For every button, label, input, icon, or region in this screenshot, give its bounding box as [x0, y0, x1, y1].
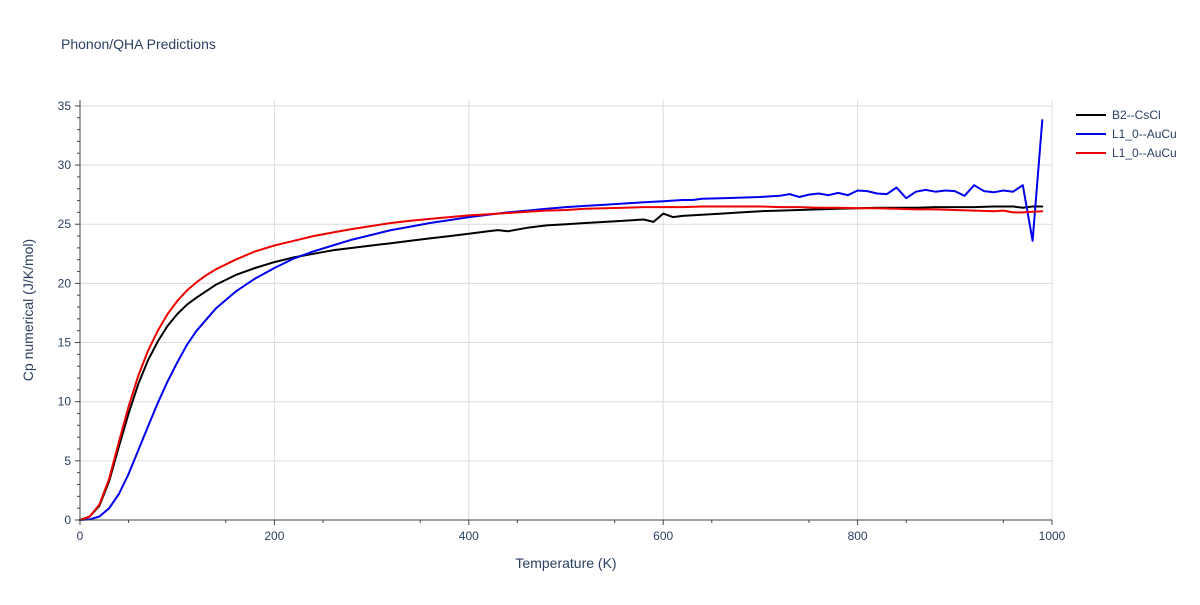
- axis-layer: 0 200 400 600 800 1000 0 5 10 15 20 25 30 35: [58, 99, 1066, 543]
- legend[interactable]: B2--CsCl L1_0--AuCu L1_0--AuCu: [1076, 108, 1177, 160]
- legend-label: L1_0--AuCu: [1112, 127, 1177, 141]
- series-line-1[interactable]: [79, 119, 1044, 521]
- y-tick-label: 5: [64, 454, 71, 468]
- legend-label: B2--CsCl: [1112, 108, 1161, 122]
- x-tick-label: 1000: [1039, 529, 1066, 543]
- grid-layer: [80, 100, 1053, 520]
- series-layer: [79, 119, 1044, 521]
- y-tick-label: 30: [58, 158, 72, 172]
- x-tick-label: 800: [848, 529, 868, 543]
- y-tick-label: 15: [58, 336, 72, 350]
- legend-item-2[interactable]: L1_0--AuCu: [1076, 146, 1177, 160]
- y-tick-label: 10: [58, 395, 72, 409]
- legend-item-1[interactable]: L1_0--AuCu: [1076, 127, 1177, 141]
- y-tick-label: 25: [58, 217, 72, 231]
- chart-title: Phonon/QHA Predictions: [61, 36, 216, 52]
- y-tick-label: 20: [58, 276, 72, 290]
- x-tick-label: 200: [264, 529, 284, 543]
- series-line-0[interactable]: [79, 205, 1044, 521]
- x-tick-label: 600: [653, 529, 673, 543]
- legend-item-0[interactable]: B2--CsCl: [1076, 108, 1161, 122]
- series-line-2[interactable]: [79, 205, 1044, 521]
- y-tick-label: 35: [58, 99, 72, 113]
- y-axis-title: Cp numerical (J/K/mol): [20, 239, 36, 381]
- legend-label: L1_0--AuCu: [1112, 146, 1177, 160]
- x-axis-title: Temperature (K): [515, 555, 616, 571]
- y-tick-label: 0: [64, 513, 71, 527]
- x-tick-label: 0: [77, 529, 84, 543]
- x-tick-label: 400: [459, 529, 479, 543]
